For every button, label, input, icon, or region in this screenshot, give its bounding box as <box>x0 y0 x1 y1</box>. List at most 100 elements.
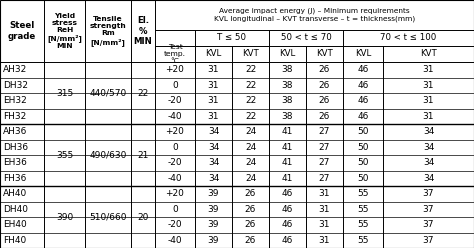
Text: 50: 50 <box>357 174 369 183</box>
Text: 34: 34 <box>423 127 434 136</box>
Text: T ≤ 50: T ≤ 50 <box>218 33 246 42</box>
Text: 31: 31 <box>208 96 219 105</box>
Text: 0: 0 <box>172 143 178 152</box>
Text: 46: 46 <box>282 205 293 214</box>
Text: EH32: EH32 <box>3 96 27 105</box>
Text: 31: 31 <box>319 189 330 198</box>
Text: 34: 34 <box>423 158 434 167</box>
Text: 27: 27 <box>319 158 330 167</box>
Text: 38: 38 <box>282 96 293 105</box>
Text: 34: 34 <box>208 127 219 136</box>
Text: 46: 46 <box>282 220 293 229</box>
Text: 20: 20 <box>137 213 149 221</box>
Text: 510/660: 510/660 <box>89 213 127 221</box>
Text: 24: 24 <box>245 158 256 167</box>
Text: 27: 27 <box>319 143 330 152</box>
Text: 490/630: 490/630 <box>89 151 127 159</box>
Text: 38: 38 <box>282 81 293 90</box>
Text: 39: 39 <box>208 236 219 245</box>
Text: 39: 39 <box>208 189 219 198</box>
Text: Yield
stress
ReH
[N/mm²]
MIN: Yield stress ReH [N/mm²] MIN <box>47 13 82 49</box>
Text: KVT: KVT <box>242 50 259 59</box>
Text: 34: 34 <box>423 174 434 183</box>
Text: KVL: KVL <box>355 50 371 59</box>
Text: 31: 31 <box>319 205 330 214</box>
Text: 26: 26 <box>245 236 256 245</box>
Text: 26: 26 <box>319 65 330 74</box>
Text: EH40: EH40 <box>3 220 27 229</box>
Text: 31: 31 <box>319 220 330 229</box>
Text: 55: 55 <box>357 236 369 245</box>
Text: 50: 50 <box>357 127 369 136</box>
Text: 55: 55 <box>357 220 369 229</box>
Text: KVT: KVT <box>420 50 437 59</box>
Text: 37: 37 <box>423 220 434 229</box>
Text: 31: 31 <box>208 81 219 90</box>
Text: 26: 26 <box>245 189 256 198</box>
Text: 0: 0 <box>172 205 178 214</box>
Text: FH32: FH32 <box>3 112 26 121</box>
Text: 22: 22 <box>137 89 149 97</box>
Text: -20: -20 <box>168 220 182 229</box>
Text: 24: 24 <box>245 143 256 152</box>
Text: DH36: DH36 <box>3 143 28 152</box>
Text: 46: 46 <box>357 81 369 90</box>
Text: 41: 41 <box>282 143 293 152</box>
Text: Average impact energy (J) – Minimum requirements
KVL longitudinal – KVT transver: Average impact energy (J) – Minimum requ… <box>214 8 415 22</box>
Text: KVL: KVL <box>205 50 222 59</box>
Text: 0: 0 <box>172 81 178 90</box>
Text: 31: 31 <box>423 81 434 90</box>
Text: 38: 38 <box>282 112 293 121</box>
Text: 21: 21 <box>137 151 149 159</box>
Text: 38: 38 <box>282 65 293 74</box>
Text: AH36: AH36 <box>3 127 27 136</box>
Text: Tensile
strength
Rm
[N/mm²]: Tensile strength Rm [N/mm²] <box>90 16 127 46</box>
Text: 41: 41 <box>282 174 293 183</box>
Text: 26: 26 <box>245 220 256 229</box>
Text: +20: +20 <box>165 189 184 198</box>
Text: 34: 34 <box>208 158 219 167</box>
Text: 50 < t ≤ 70: 50 < t ≤ 70 <box>281 33 331 42</box>
Text: 22: 22 <box>245 96 256 105</box>
Text: 46: 46 <box>357 65 369 74</box>
Text: 46: 46 <box>282 236 293 245</box>
Text: 55: 55 <box>357 205 369 214</box>
Text: 26: 26 <box>319 112 330 121</box>
Text: 315: 315 <box>56 89 73 97</box>
Text: 31: 31 <box>423 65 434 74</box>
Text: 37: 37 <box>423 236 434 245</box>
Text: -40: -40 <box>168 112 182 121</box>
Text: AH32: AH32 <box>3 65 27 74</box>
Text: 37: 37 <box>423 189 434 198</box>
Text: +20: +20 <box>165 127 184 136</box>
Text: 37: 37 <box>423 205 434 214</box>
Text: -20: -20 <box>168 158 182 167</box>
Text: 24: 24 <box>245 174 256 183</box>
Text: 22: 22 <box>245 65 256 74</box>
Text: FH36: FH36 <box>3 174 27 183</box>
Text: FH40: FH40 <box>3 236 26 245</box>
Text: DH32: DH32 <box>3 81 28 90</box>
Text: 50: 50 <box>357 143 369 152</box>
Text: 70 < t ≤ 100: 70 < t ≤ 100 <box>380 33 437 42</box>
Text: 355: 355 <box>56 151 73 159</box>
Text: 440/570: 440/570 <box>90 89 127 97</box>
Text: -20: -20 <box>168 96 182 105</box>
Text: 31: 31 <box>319 236 330 245</box>
Text: 46: 46 <box>357 96 369 105</box>
Text: 34: 34 <box>423 143 434 152</box>
Text: EH36: EH36 <box>3 158 27 167</box>
Text: El.
%
MIN: El. % MIN <box>134 16 152 46</box>
Text: 390: 390 <box>56 213 73 221</box>
Text: Steel
grade: Steel grade <box>8 21 36 41</box>
Text: 31: 31 <box>423 96 434 105</box>
Text: -40: -40 <box>168 174 182 183</box>
Text: +20: +20 <box>165 65 184 74</box>
Text: 27: 27 <box>319 127 330 136</box>
Text: 22: 22 <box>245 112 256 121</box>
Text: 26: 26 <box>319 81 330 90</box>
Text: 31: 31 <box>208 112 219 121</box>
Text: 39: 39 <box>208 220 219 229</box>
Text: 41: 41 <box>282 158 293 167</box>
Text: 24: 24 <box>245 127 256 136</box>
